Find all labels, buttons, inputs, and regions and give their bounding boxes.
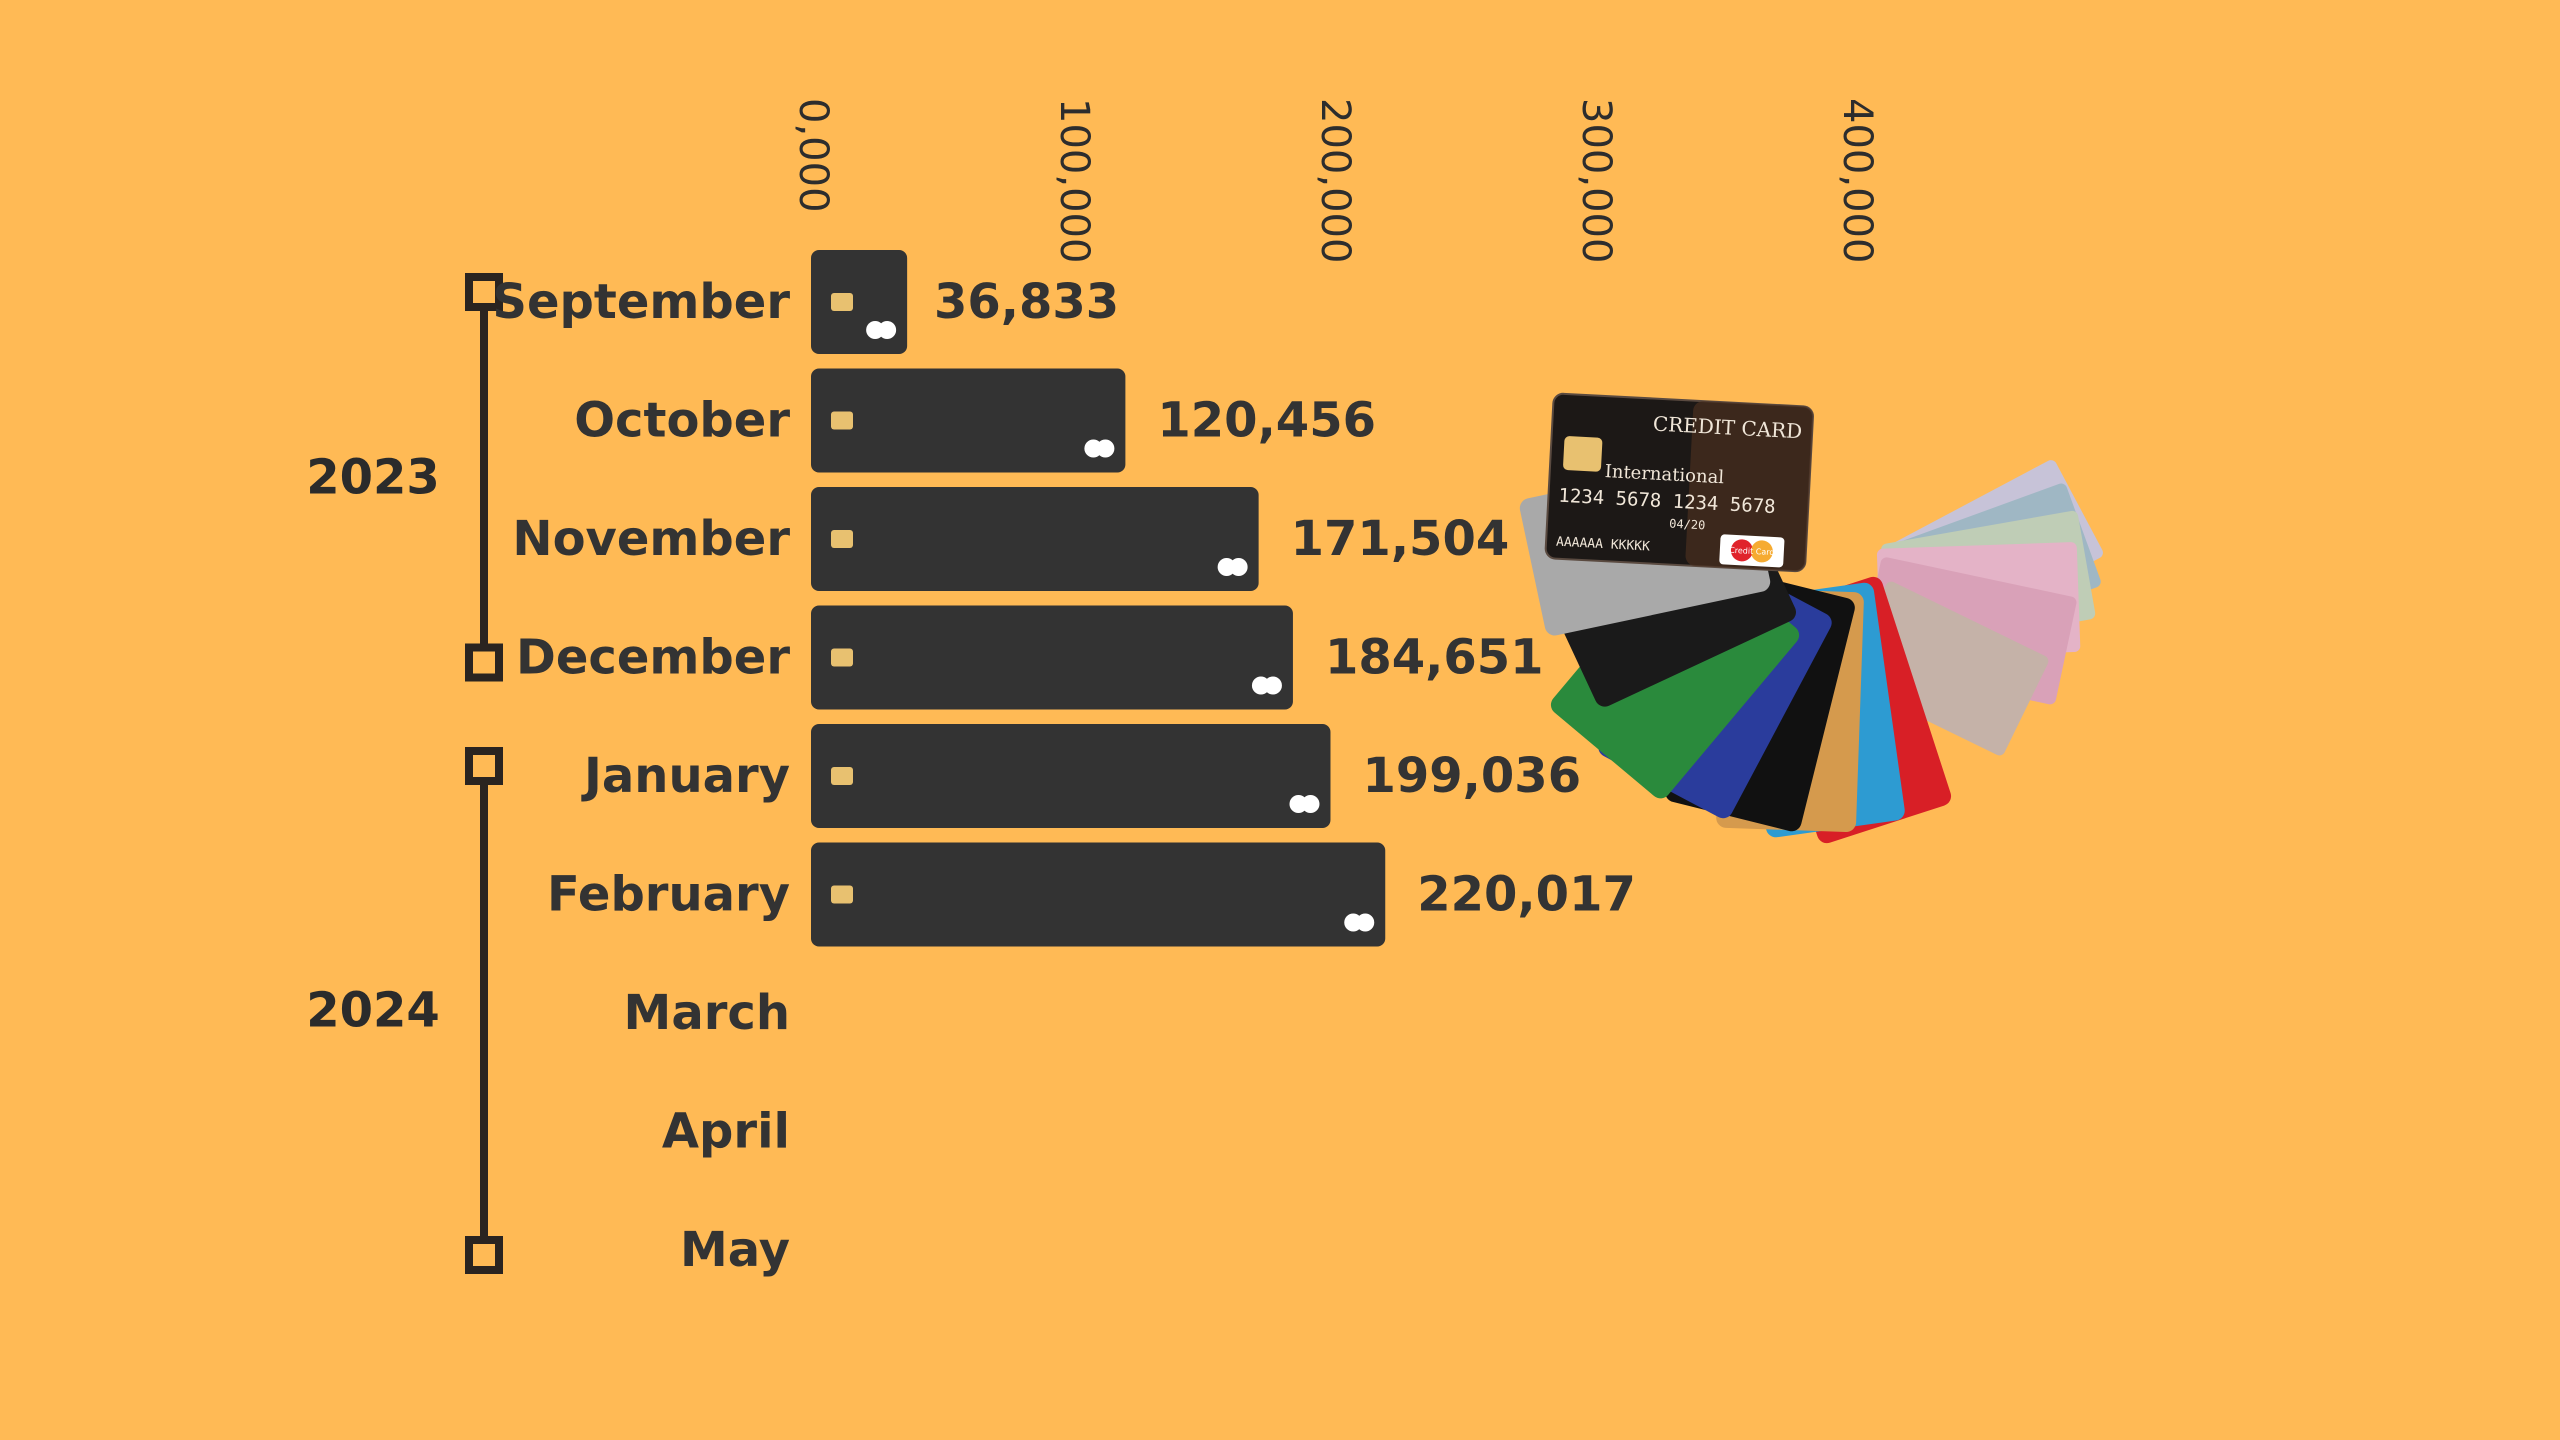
bar-rect bbox=[811, 724, 1331, 828]
value-label: 199,036 bbox=[1362, 748, 1581, 804]
x-tick-label: 100,000 bbox=[1051, 98, 1097, 263]
bar-rect bbox=[811, 842, 1386, 947]
credit-cards-and-banknotes-fan: CREDIT CARD International 1234 5678 1234… bbox=[1519, 392, 2103, 844]
value-label: 184,651 bbox=[1325, 630, 1544, 686]
card-logo-icon bbox=[1263, 676, 1282, 695]
month-label: January bbox=[581, 748, 790, 804]
card-logo-icon bbox=[1096, 439, 1115, 458]
year-label: 2024 bbox=[306, 983, 440, 1039]
x-axis: 0,000 100,000 200,000 300,000 400,000 bbox=[790, 98, 1880, 263]
value-labels: 36,833 120,456 171,504 184,651 199,036 220,01… bbox=[934, 274, 1636, 923]
card-chip-icon bbox=[831, 885, 853, 904]
year-timeline: 2023 2024 bbox=[306, 273, 503, 1274]
value-label: 171,504 bbox=[1291, 511, 1510, 567]
bar bbox=[811, 487, 1259, 591]
timeline-node-icon bbox=[465, 747, 503, 785]
card-chip-icon bbox=[1563, 436, 1603, 472]
timeline-segment: 2024 bbox=[306, 747, 503, 1274]
card-logo-icon bbox=[1730, 539, 1753, 562]
bar-rect bbox=[811, 487, 1259, 591]
card-holder: AAAAAA KKKKK bbox=[1556, 535, 1651, 555]
month-labels: September October November December January F… bbox=[492, 274, 790, 1278]
banknotes bbox=[1842, 460, 2103, 756]
bar-rect bbox=[811, 368, 1126, 473]
month-label: April bbox=[662, 1104, 790, 1160]
card-logo-icon bbox=[878, 321, 897, 339]
card-logo-icon bbox=[1356, 913, 1375, 932]
x-tick-label: 200,000 bbox=[1312, 98, 1358, 263]
bar bbox=[811, 250, 908, 354]
month-label: December bbox=[516, 630, 790, 686]
front-credit-card: CREDIT CARD International 1234 5678 1234… bbox=[1544, 392, 1814, 573]
month-label: October bbox=[574, 393, 790, 449]
card-logo-icon bbox=[1301, 795, 1320, 813]
card-logo-icon bbox=[1229, 558, 1248, 576]
bar bbox=[811, 724, 1331, 828]
month-label: May bbox=[680, 1222, 790, 1278]
year-label: 2023 bbox=[306, 449, 440, 505]
timeline-node-icon bbox=[465, 643, 503, 682]
bars bbox=[811, 250, 1386, 947]
card-chip-icon bbox=[831, 648, 853, 667]
card-chip-icon bbox=[831, 411, 853, 430]
timeline-node-icon bbox=[465, 1236, 503, 1274]
card-expiry: 04/20 bbox=[1669, 517, 1706, 533]
month-label: September bbox=[492, 274, 790, 330]
bar bbox=[811, 842, 1386, 947]
bar bbox=[811, 605, 1293, 710]
x-tick-label: 0,000 bbox=[790, 98, 836, 213]
timeline-node-icon bbox=[465, 273, 503, 311]
card-chip-icon bbox=[831, 530, 853, 548]
month-label: March bbox=[624, 985, 790, 1041]
card-chip-icon bbox=[831, 767, 853, 785]
bar-rect bbox=[811, 250, 908, 354]
timeline-segment: 2023 bbox=[306, 273, 503, 682]
card-logo-text: Credit Card bbox=[1729, 546, 1775, 557]
x-tick-label: 300,000 bbox=[1573, 98, 1619, 263]
month-label: November bbox=[512, 511, 790, 567]
bar-rect bbox=[811, 605, 1293, 710]
card-chip-icon bbox=[831, 293, 853, 311]
value-label: 36,833 bbox=[934, 274, 1119, 330]
month-label: February bbox=[547, 867, 790, 923]
value-label: 220,017 bbox=[1417, 867, 1636, 923]
x-tick-label: 400,000 bbox=[1834, 98, 1880, 263]
bar bbox=[811, 368, 1126, 473]
value-label: 120,456 bbox=[1157, 393, 1376, 449]
